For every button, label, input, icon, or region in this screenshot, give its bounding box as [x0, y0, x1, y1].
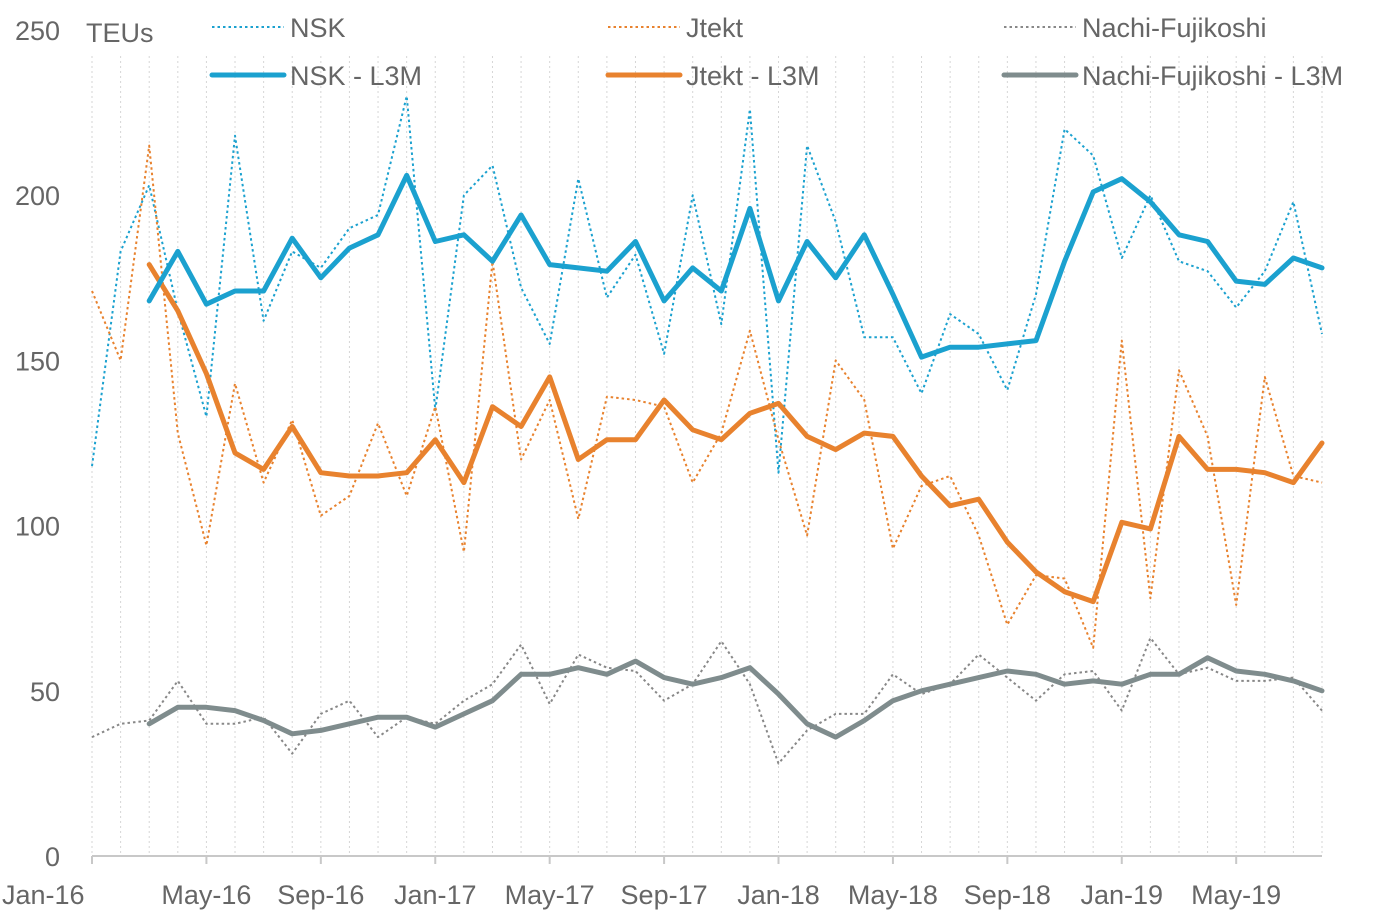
x-axis-ticks: Jan-16 May-16 Sep-16 Jan-17 May-17 Sep-17 Jan-… [2, 856, 1281, 910]
y-tick-label: 250 [15, 16, 60, 46]
x-tick-label: Jan-17 [394, 880, 477, 910]
x-tick-label: May-17 [505, 880, 595, 910]
x-tick-label: Sep-16 [277, 880, 364, 910]
y-tick-label: 200 [15, 181, 60, 211]
x-tick-label: Sep-18 [964, 880, 1051, 910]
series-line-jtekt-l3m [146, 262, 1325, 605]
legend-label: Nachi-Fujikoshi - L3M [1082, 61, 1343, 91]
grid-lines [91, 56, 1323, 856]
legend-label: Nachi-Fujikoshi [1082, 13, 1267, 43]
legend-label: NSK - L3M [290, 61, 422, 91]
series-line-nachi-fujikoshi [91, 636, 1323, 765]
series-line-nachi-fujikoshi-l3m [146, 655, 1325, 740]
series-line-nsk [91, 95, 1323, 474]
y-tick-label: 50 [30, 677, 60, 707]
series-line-nsk-l3m [146, 172, 1325, 360]
series-line-jtekt [91, 144, 1323, 649]
x-tick-label: Jan-18 [737, 880, 820, 910]
legend: NSK Jtekt Nachi-Fujikoshi NSK - L3M Jtekt - … [209, 13, 1343, 91]
y-tick-label: 150 [15, 346, 60, 376]
x-tick-label: May-18 [848, 880, 938, 910]
x-tick-label: Sep-17 [621, 880, 708, 910]
legend-label: Jtekt - L3M [686, 61, 820, 91]
y-tick-label: 100 [15, 512, 60, 542]
y-axis-ticks: 0 50 100 150 200 250 [15, 16, 60, 872]
x-tick-label: May-16 [161, 880, 251, 910]
y-axis-label: TEUs [86, 18, 154, 48]
x-tick-label: Jan-16 [2, 880, 85, 910]
x-tick-label: Jan-19 [1080, 880, 1163, 910]
y-tick-label: 0 [45, 842, 60, 872]
legend-label: NSK [290, 13, 346, 43]
series-lines [91, 95, 1325, 765]
legend-label: Jtekt [686, 13, 744, 43]
x-tick-label: May-19 [1191, 880, 1281, 910]
